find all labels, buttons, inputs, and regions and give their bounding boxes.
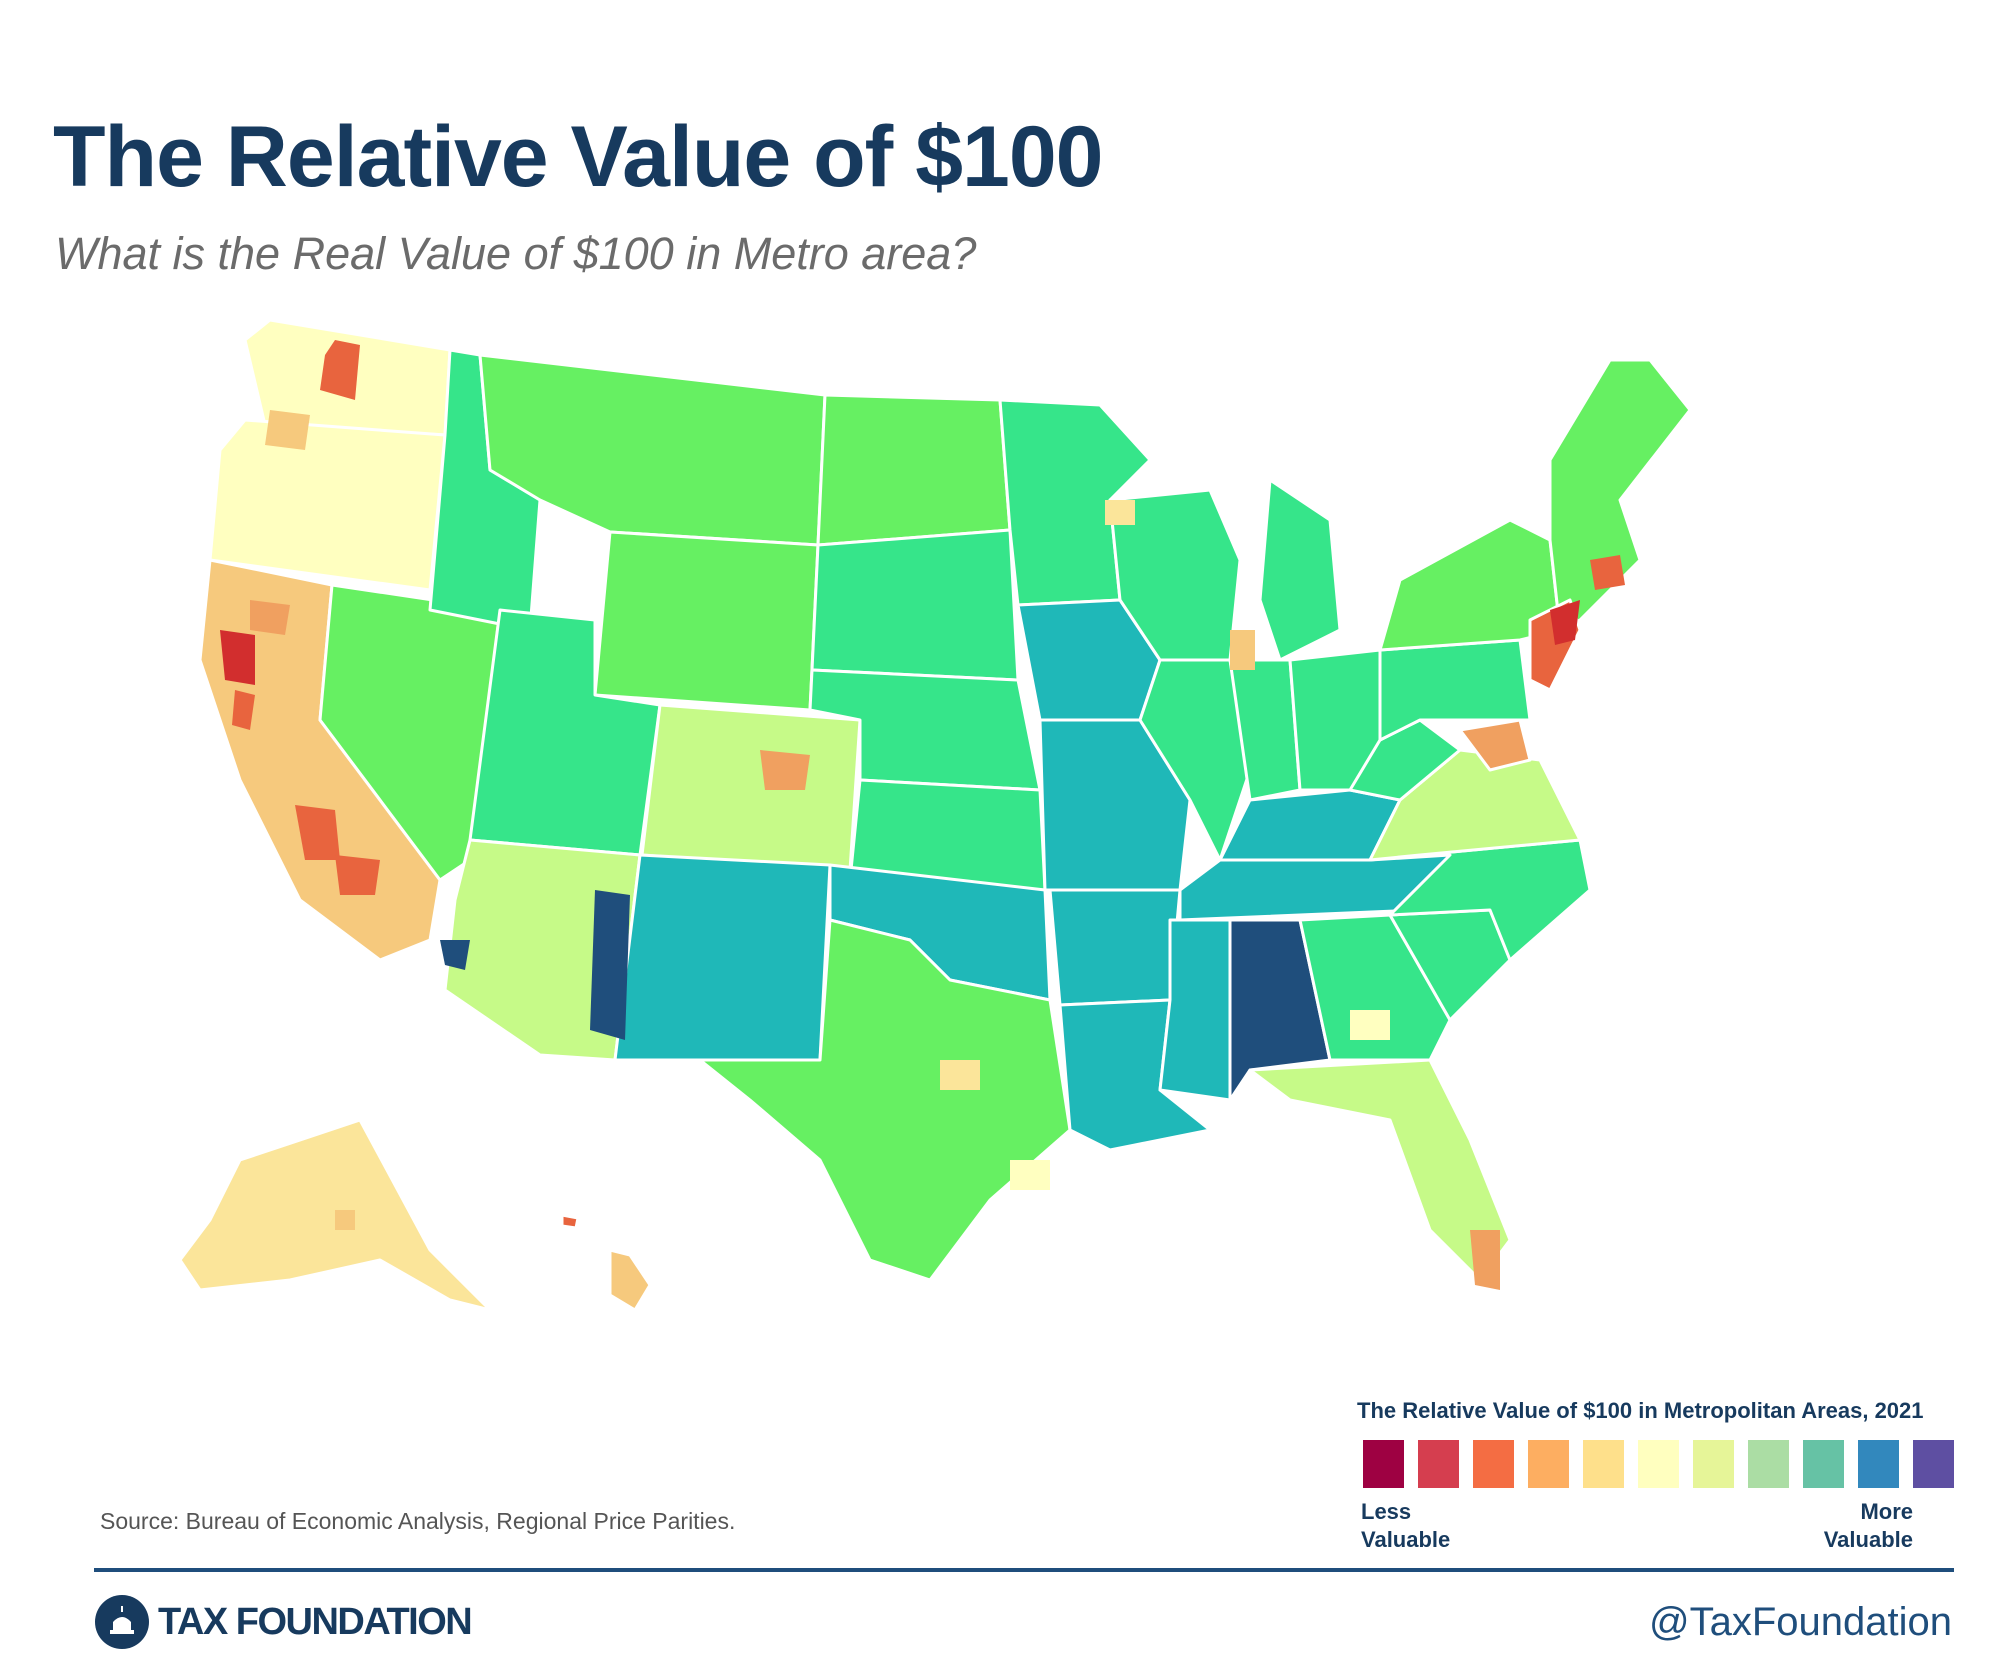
- region-north-carolina: [1388, 838, 1592, 962]
- region-new-mexico: [613, 853, 832, 1062]
- state-shapes: [178, 318, 1692, 1312]
- legend-swatch: [1528, 1440, 1569, 1488]
- metro-mohave: [440, 940, 470, 970]
- page-subtitle: What is the Real Value of $100 in Metro …: [55, 228, 977, 279]
- legend-swatch: [1473, 1440, 1514, 1488]
- region-maryland-dc: [1458, 718, 1532, 772]
- region-florida: [1248, 1058, 1512, 1282]
- region-kentucky: [1218, 788, 1402, 862]
- metro-atlanta: [1350, 1010, 1390, 1040]
- metro-chicago: [1230, 630, 1255, 670]
- region-wyoming: [593, 530, 820, 712]
- metro-minneapolis: [1105, 500, 1135, 525]
- legend-high-label: More Valuable: [1823, 1499, 1913, 1552]
- metro-sacramento: [250, 600, 290, 635]
- social-handle[interactable]: @TaxFoundation: [1648, 1600, 1952, 1644]
- region-mississippi: [1158, 918, 1232, 1102]
- metro-boulder-denver: [760, 750, 810, 790]
- legend-swatch: [1693, 1440, 1734, 1488]
- region-colorado: [640, 703, 862, 872]
- legend-swatch: [1748, 1440, 1789, 1488]
- legend-swatch: [1418, 1440, 1459, 1488]
- metro-austin: [940, 1060, 980, 1090]
- legend-swatch: [1363, 1440, 1404, 1488]
- region-texas: [698, 918, 1072, 1282]
- legend-title: The Relative Value of $100 in Metropolit…: [1357, 1398, 1924, 1423]
- legend-swatch: [1858, 1440, 1899, 1488]
- legend: The Relative Value of $100 in Metropolit…: [1355, 1390, 1955, 1552]
- region-arkansas: [1048, 888, 1182, 1007]
- region-new-england: [1548, 358, 1692, 632]
- legend-swatch: [1803, 1440, 1844, 1488]
- capitol-dome-icon: [95, 1595, 149, 1649]
- source-note: Source: Bureau of Economic Analysis, Reg…: [100, 1508, 736, 1534]
- legend-swatch: [1638, 1440, 1679, 1488]
- footer-divider: [94, 1568, 1954, 1572]
- metro-miami: [1470, 1230, 1500, 1290]
- metro-seattle: [320, 340, 360, 400]
- region-north-dakota: [816, 393, 1012, 547]
- metro-anchorage: [335, 1210, 355, 1230]
- region-hawaii: [608, 1248, 652, 1312]
- region-michigan: [1258, 478, 1342, 662]
- metro-houston: [1010, 1160, 1050, 1190]
- metro-san-diego: [335, 855, 380, 895]
- legend-low-label: Less Valuable: [1361, 1499, 1451, 1552]
- metro-sf-bay: [220, 630, 255, 685]
- metro-los-angeles: [295, 805, 340, 860]
- legend-swatch: [1583, 1440, 1624, 1488]
- metro-arizona-blue: [590, 890, 630, 1040]
- region-hawaii-oahu: [560, 1213, 580, 1230]
- metro-portland: [265, 410, 310, 450]
- region-missouri: [1038, 718, 1192, 892]
- brand-name: TAX FOUNDATION: [158, 1600, 473, 1643]
- legend-swatches: [1363, 1440, 1963, 1490]
- region-oregon: [208, 418, 447, 592]
- region-south-dakota: [810, 528, 1020, 682]
- brand-logo-block[interactable]: TAX FOUNDATION: [94, 1592, 473, 1652]
- metro-monterey: [232, 690, 255, 730]
- region-georgia: [1298, 913, 1452, 1062]
- legend-swatch: [1913, 1440, 1954, 1488]
- metro-new-york: [1550, 600, 1580, 645]
- metro-boston: [1590, 555, 1625, 590]
- page-title: The Relative Value of $100: [53, 109, 1104, 205]
- region-alabama: [1228, 918, 1332, 1102]
- us-choropleth-map: [178, 318, 1692, 1312]
- metro-areas: [220, 340, 1625, 1290]
